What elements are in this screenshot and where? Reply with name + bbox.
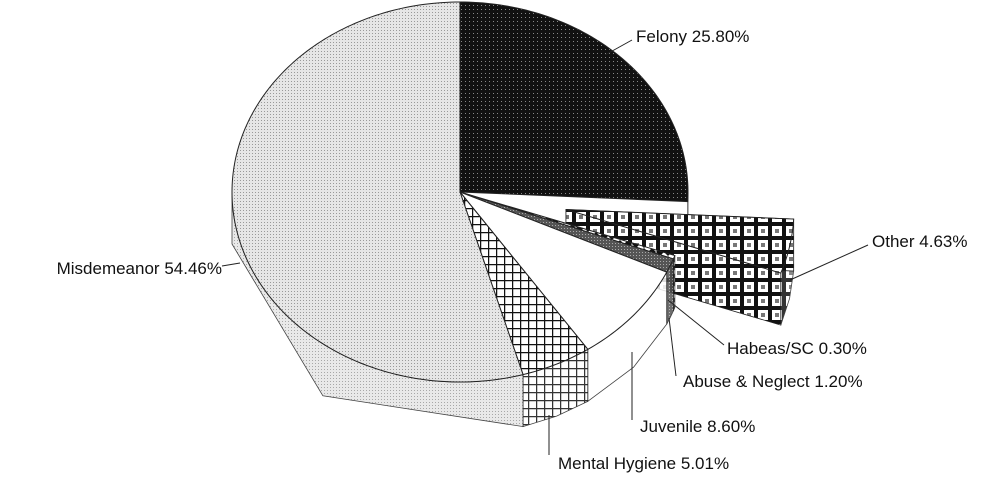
slice-label: Abuse & Neglect 1.20%	[683, 372, 863, 391]
leader-line	[221, 262, 241, 267]
slice-label: Habeas/SC 0.30%	[727, 339, 867, 358]
leader-line	[667, 299, 725, 346]
slice	[459, 191, 589, 376]
slice-label: Mental Hygiene 5.01%	[558, 454, 729, 473]
leader-line	[789, 244, 869, 281]
leader-line	[604, 39, 633, 56]
slice	[231, 1, 524, 383]
slice-label: Misdemeanor 54.46%	[57, 259, 222, 278]
slice-label: Felony 25.80%	[636, 27, 749, 46]
labels: Felony 25.80% Other 4.63% Habeas/SC 0.30…	[57, 27, 968, 473]
slice-label: Other 4.63%	[872, 232, 967, 251]
slice	[458, 190, 668, 350]
slice	[565, 209, 795, 274]
pie	[231, 1, 795, 428]
slice-label: Juvenile 8.60%	[640, 417, 755, 436]
leader-line	[668, 317, 677, 377]
slice	[459, 1, 689, 203]
